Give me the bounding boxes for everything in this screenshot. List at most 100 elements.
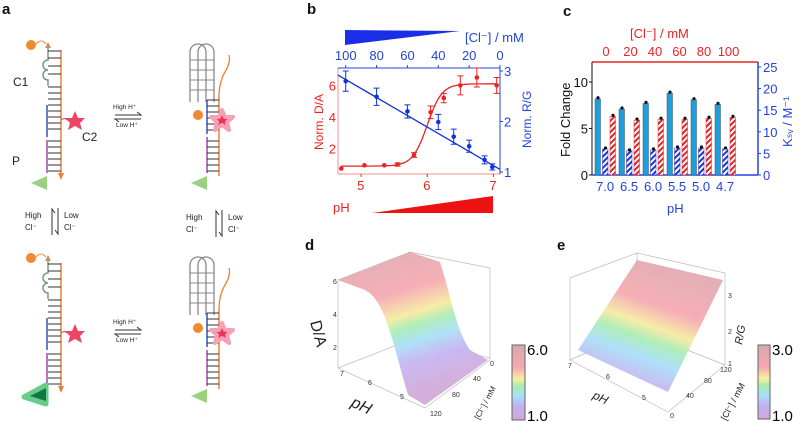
data-point-rg (343, 78, 349, 84)
y2-tick-label: 15 (763, 103, 777, 118)
data-point-rg (482, 157, 487, 163)
arrow-label-cl: Cl⁻ (186, 225, 198, 234)
y2-tick-label: 20 (763, 82, 777, 97)
replicate-dot (620, 106, 624, 110)
cl-gradient-wedge (345, 30, 460, 45)
bar-ph (618, 108, 625, 176)
y2-axis-label: Norm. R/G (520, 91, 534, 148)
equilibrium-arrow-icon (113, 326, 143, 338)
x-tick-label: 5.5 (668, 179, 686, 194)
replicate-dot (707, 115, 711, 119)
z-tick: 2 (728, 329, 732, 336)
label-c1: C1 (13, 75, 29, 89)
data-point-rg (405, 109, 410, 114)
replicate-dot (635, 117, 639, 121)
x2-axis-label: [Cl⁻] / mM (630, 26, 689, 41)
colorbar-min: 1.0 (772, 408, 793, 422)
equilibrium-arrow-icon (113, 111, 143, 123)
x2-tick-label: 40 (431, 48, 445, 63)
x-axis-label: pH (333, 200, 350, 215)
data-point-rg (489, 164, 495, 170)
y2-axis-label: Kₛᵥ / M⁻¹ (780, 96, 795, 147)
bar-cl (698, 147, 705, 176)
arrow-label-high-h: High H⁺ (113, 104, 137, 111)
chart-c: [Cl⁻] / mM pH Fold Change Kₛᵥ / M⁻¹ 0 5 10… (558, 26, 795, 216)
x-tick-label: 6.0 (644, 179, 662, 194)
y2-tick-label: 5 (763, 146, 770, 161)
replicate-dot (692, 97, 696, 101)
x-tick: 7 (340, 371, 344, 378)
y2-tick-label: 2 (504, 115, 511, 130)
x-tick-label: 4.7 (716, 179, 734, 194)
replicate-dot (668, 90, 672, 94)
arrow-label-cl: Cl⁻ (228, 225, 240, 234)
z-tick: 3 (728, 293, 732, 300)
arrow-label-high-cl: High (186, 213, 202, 222)
arrow-label-low-h: Low H⁺ (116, 122, 138, 129)
equilibrium-h-top: High H⁺ Low H⁺ (113, 104, 143, 129)
replicate-dot (699, 145, 704, 149)
label-c2: C2 (82, 130, 98, 144)
y2-tick-label: 0 (763, 168, 770, 183)
x-tick-label: 5 (357, 178, 364, 193)
x2-tick-label: 100 (335, 48, 357, 63)
y-tick: 0 (490, 361, 494, 368)
data-point-rg (374, 94, 379, 100)
x2-tick-label: 60 (672, 44, 686, 59)
colorbar-min: 1.0 (527, 408, 548, 422)
data-point-da (395, 162, 400, 167)
bar-cl (722, 148, 729, 176)
fit-curve-da (341, 83, 496, 167)
fret-donor-dark-icon (21, 382, 49, 407)
bar-cl (650, 149, 657, 176)
arrow-label-low-cl: Low (64, 211, 79, 220)
dna-schematic: C1 C2 P High H⁺ Low H⁺ High H⁺ Low H⁺ Hi… (12, 40, 243, 407)
data-point-da (441, 95, 447, 101)
data-point-da (494, 83, 499, 88)
bar-ph (714, 104, 721, 176)
y-axis-label: Norm. D/A (312, 94, 326, 150)
y-tick: 0 (670, 413, 674, 420)
y2-tick-label: 10 (763, 125, 777, 140)
colorbar-max: 3.0 (772, 342, 793, 359)
panel-label-c: c (563, 3, 571, 20)
data-point-rg (435, 119, 441, 125)
data-point-da (474, 75, 480, 80)
x2-tick-label: 20 (623, 44, 637, 59)
arrow-label-cl: Cl⁻ (64, 223, 76, 232)
panel-label-b: b (307, 1, 316, 18)
bar-ksv (705, 118, 712, 176)
chart-b: [Cl⁻] / mM pH Norm. D/A Norm. R/G 5 6 7 100… (312, 30, 534, 215)
y-tick: 40 (686, 393, 694, 400)
ph-gradient-wedge (372, 196, 493, 213)
y-tick: 120 (720, 367, 732, 374)
y-tick: 80 (704, 378, 712, 385)
chart-e: 1 2 3 7 6 5 0 40 80 120 R/G pH [Cl⁻] / m… (568, 252, 793, 422)
replicate-dot (723, 146, 728, 150)
data-point-da (458, 83, 463, 88)
equilibrium-arrow-icon (51, 207, 59, 236)
y-tick-label: 5 (581, 122, 588, 137)
x-axis-label: pH (667, 201, 684, 216)
arrow-label-high-h: High H⁺ (113, 319, 137, 326)
x-axis-label: pH (347, 394, 374, 419)
x-tick: 6 (606, 374, 610, 381)
bar-ksv (657, 118, 664, 176)
x2-tick-label: 100 (718, 44, 740, 59)
colorbar (757, 344, 771, 420)
x-tick-label: 7 (489, 178, 496, 193)
z-tick: 6 (333, 279, 337, 286)
surface-da (338, 252, 488, 405)
data-point-da (381, 162, 387, 168)
x-tick: 5 (642, 395, 646, 402)
label-p: P (12, 154, 20, 168)
arrow-label-low-h: Low H⁺ (116, 337, 138, 344)
y-tick-label: 6 (329, 78, 336, 93)
y-axis-label: [Cl⁻] / mM (473, 384, 498, 421)
equilibrium-cl-left: High Cl⁻ Low Cl⁻ (25, 207, 79, 236)
data-point-rg (451, 134, 457, 139)
x2-tick-label: 0 (602, 44, 609, 59)
y-tick: 120 (430, 411, 442, 418)
data-point-rg (466, 143, 472, 149)
panel-label-a: a (2, 1, 11, 18)
